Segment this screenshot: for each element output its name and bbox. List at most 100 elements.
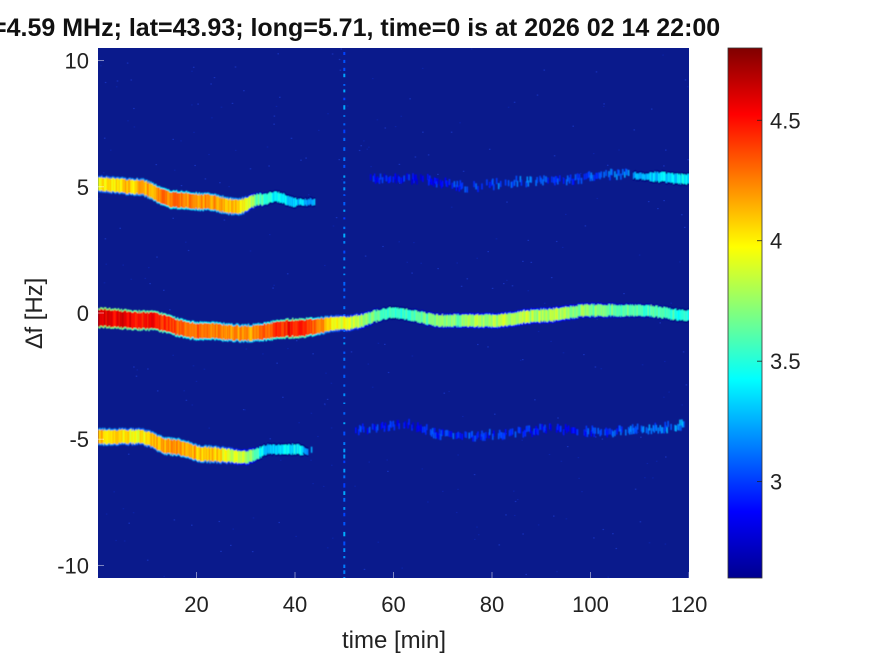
trace-pixel: [204, 446, 206, 461]
trace-halo: [304, 336, 307, 338]
trace-halo: [641, 179, 644, 182]
trace-halo: [186, 456, 189, 459]
trace-halo: [364, 325, 367, 327]
trace-halo: [337, 329, 339, 331]
trace-halo: [604, 316, 606, 318]
trace-halo: [122, 328, 125, 330]
trace-halo: [189, 458, 192, 460]
artifact-dash: [343, 512, 346, 517]
y-tick-label: 10: [65, 49, 89, 74]
trace-pixel: [446, 430, 449, 437]
trace-halo: [197, 193, 200, 195]
trace-pixel: [170, 316, 173, 333]
trace-pixel: [222, 196, 224, 211]
trace-pixel: [503, 433, 506, 440]
trace-pixel: [642, 173, 645, 180]
trace-pixel: [653, 426, 656, 433]
trace-pixel: [557, 308, 559, 321]
trace-halo: [667, 171, 669, 173]
trace-pixel: [505, 314, 508, 327]
trace-halo: [675, 183, 677, 185]
noise-speck: [681, 404, 683, 406]
trace-pixel: [305, 199, 308, 206]
trace-halo: [662, 306, 664, 308]
trace-halo: [166, 452, 169, 455]
trace-halo: [141, 194, 143, 196]
trace-halo: [238, 341, 241, 343]
trace-halo: [151, 182, 153, 184]
trace-pixel: [347, 316, 349, 330]
trace-pixel: [668, 308, 670, 320]
trace-halo: [257, 193, 260, 195]
trace-halo: [298, 196, 300, 199]
trace-pixel: [455, 184, 458, 191]
trace-halo: [162, 187, 164, 190]
trace-pixel: [196, 194, 199, 210]
trace-halo: [224, 323, 226, 326]
trace-pixel: [597, 427, 599, 434]
trace-pixel: [254, 195, 257, 207]
noise-speck: [275, 105, 278, 107]
noise-speck: [152, 330, 155, 332]
trace-halo: [249, 448, 252, 450]
artifact-dash: [343, 288, 346, 292]
trace-halo: [455, 312, 458, 315]
trace-pixel: [409, 309, 411, 321]
trace-pixel: [474, 435, 476, 442]
trace-halo: [122, 428, 125, 430]
trace-pixel: [543, 175, 545, 182]
trace-halo: [453, 325, 456, 328]
trace-halo: [398, 307, 400, 309]
trace-halo: [367, 323, 370, 326]
trace-halo: [159, 202, 161, 204]
trace-pixel: [455, 433, 458, 440]
trace-halo: [279, 454, 281, 456]
trace-halo: [434, 313, 437, 316]
noise-speck: [286, 273, 289, 275]
trace-halo: [420, 310, 422, 312]
trace-pixel: [231, 324, 233, 340]
trace-halo: [188, 320, 191, 322]
trace-halo: [447, 313, 450, 316]
trace-halo: [165, 452, 167, 455]
trace-pixel: [522, 431, 525, 438]
trace-pixel: [268, 192, 270, 203]
trace-pixel: [543, 308, 545, 321]
trace-halo: [646, 179, 649, 182]
noise-speck: [377, 541, 380, 543]
noise-speck: [119, 227, 121, 229]
trace-pixel: [350, 315, 352, 329]
trace-halo: [478, 327, 480, 329]
trace-pixel: [526, 425, 529, 432]
trace-halo: [251, 206, 254, 209]
noise-speck: [566, 446, 569, 448]
trace-halo: [237, 462, 240, 465]
trace-halo: [282, 337, 284, 339]
trace-halo: [340, 315, 342, 317]
trace-halo: [98, 326, 100, 329]
trace-halo: [147, 181, 149, 184]
trace-pixel: [202, 324, 204, 340]
trace-pixel: [130, 311, 133, 329]
trace-halo: [98, 428, 100, 430]
trace-halo: [232, 324, 235, 327]
trace-halo: [563, 319, 566, 322]
trace-pixel: [303, 199, 306, 206]
trace-pixel: [279, 445, 281, 455]
trace-halo: [229, 461, 231, 463]
noise-speck: [130, 79, 133, 81]
trace-halo: [663, 181, 665, 183]
trace-pixel: [676, 173, 678, 183]
trace-halo: [269, 339, 271, 341]
trace-pixel: [218, 324, 220, 339]
trace-pixel: [177, 439, 180, 454]
x-tick-label: 120: [671, 592, 708, 617]
trace-pixel: [535, 179, 537, 186]
trace-pixel: [440, 315, 443, 327]
trace-halo: [588, 316, 591, 318]
trace-pixel: [271, 323, 273, 340]
trace-halo: [158, 185, 160, 188]
trace-halo: [302, 452, 305, 454]
trace-halo: [401, 306, 403, 309]
trace-halo: [342, 315, 344, 317]
